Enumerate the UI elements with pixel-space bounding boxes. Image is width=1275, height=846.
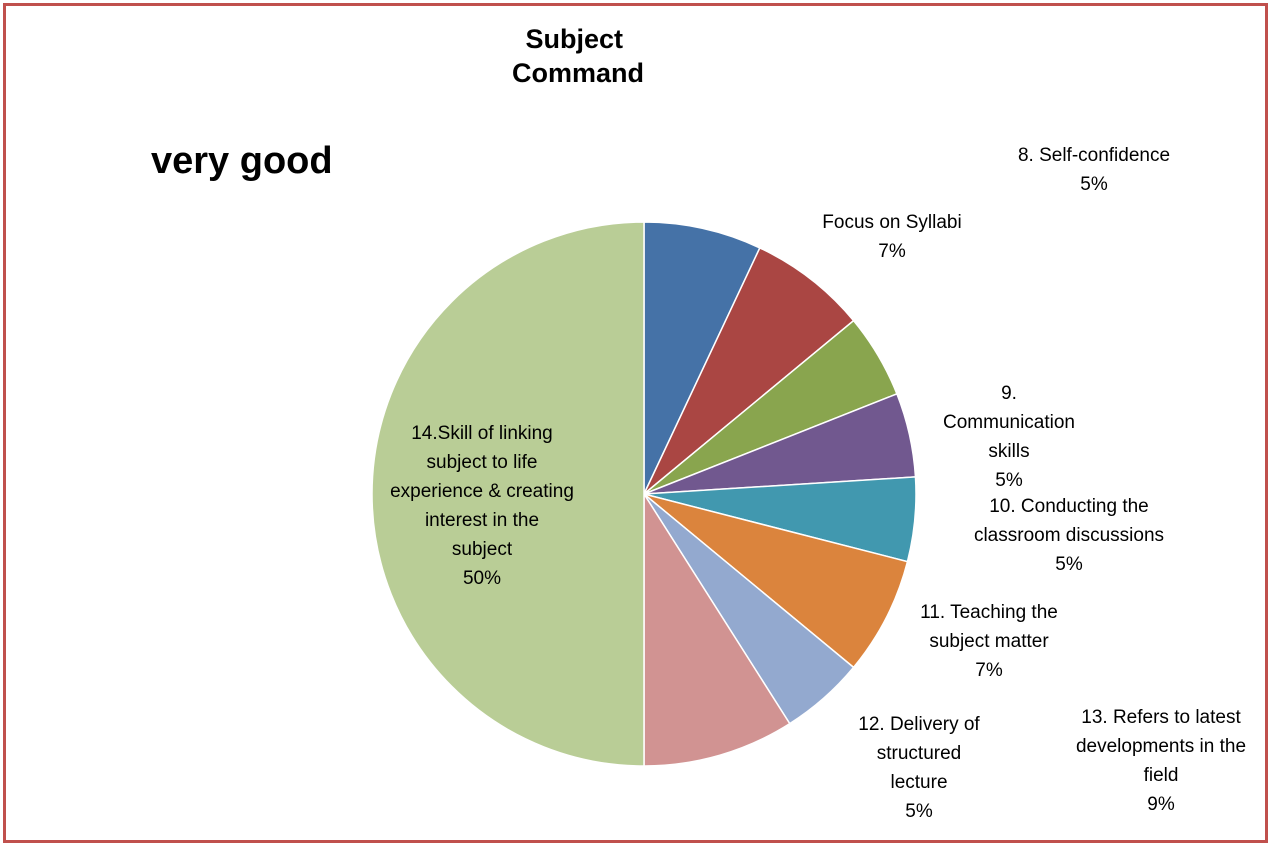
- slice-label-8: 13. Refers to latest developments in the f…: [1076, 707, 1246, 815]
- pie-slice-9: [371, 221, 645, 767]
- slice-label-7: 12. Delivery of structured lecture 5%: [858, 714, 980, 822]
- slice-label-6: 11. Teaching the subject matter 7%: [920, 602, 1058, 681]
- pie-slice-6: [643, 493, 909, 669]
- chart-title-line-2: Command: [512, 58, 644, 88]
- chart-title-line-1: Subject: [525, 24, 623, 54]
- chart-title: Subject Command: [512, 24, 644, 88]
- pie-slices: [371, 221, 917, 767]
- slice-labels: Focus on Syllabi 7% 8. Self-confidence 5% 9.…: [390, 145, 1246, 822]
- slice-label-2: Focus on Syllabi 7%: [822, 212, 961, 262]
- slice-label-9: 14.Skill of linking subject to life experi…: [390, 423, 574, 589]
- slice-label-3: 8. Self-confidence 5%: [1018, 145, 1170, 195]
- chart-frame: Subject Command very good Focus on Sylla…: [3, 3, 1268, 843]
- pie-slice-8: [643, 491, 791, 767]
- pie-slice-1: [643, 221, 761, 495]
- slice-label-5: 10. Conducting the classroom discussions 5…: [974, 496, 1164, 575]
- chart-subtitle: very good: [151, 140, 333, 182]
- pie-chart: Subject Command very good Focus on Sylla…: [151, 24, 1246, 822]
- pie-slice-2: [643, 246, 855, 495]
- slice-label-4: 9. Communication skills 5%: [943, 383, 1075, 491]
